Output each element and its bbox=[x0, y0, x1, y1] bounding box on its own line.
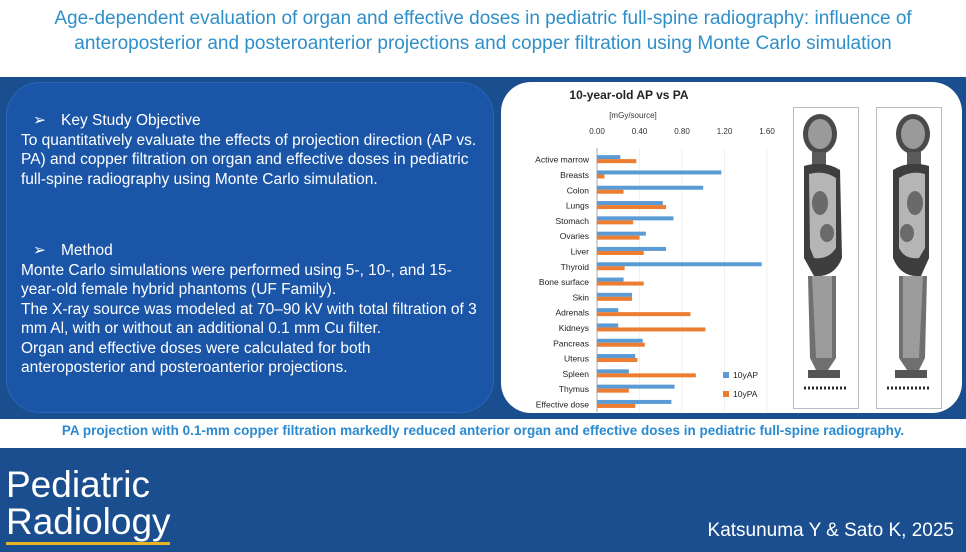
method-heading-row: ➢ Method bbox=[21, 241, 479, 261]
phantom-pa-image bbox=[876, 107, 942, 409]
bar-10yap-liver bbox=[597, 246, 667, 251]
category-label: Kidneys bbox=[559, 323, 589, 333]
x-tick-label: 1.20 bbox=[717, 127, 733, 136]
x-tick-label: 0.80 bbox=[674, 127, 690, 136]
bar-10yap-thyroid bbox=[597, 262, 762, 267]
bar-10ypa-bone-surface bbox=[597, 281, 644, 286]
phantom-ap-image bbox=[793, 107, 859, 409]
category-label: Colon bbox=[567, 185, 589, 195]
main-panel: ➢ Key Study Objective To quantitatively e… bbox=[0, 77, 966, 419]
bar-10ypa-ovaries bbox=[597, 235, 640, 240]
conclusion-text: PA projection with 0.1-mm copper filtrat… bbox=[61, 423, 905, 438]
bar-10yap-active-marrow bbox=[597, 155, 621, 160]
bar-10yap-effective-dose bbox=[597, 399, 672, 404]
bar-10ypa-kidneys bbox=[597, 327, 706, 332]
objective-heading-row: ➢ Key Study Objective bbox=[21, 111, 479, 131]
category-label: Ovaries bbox=[560, 231, 589, 241]
author-citation: Katsunuma Y & Sato K, 2025 bbox=[707, 520, 954, 541]
bar-10ypa-breasts bbox=[597, 174, 605, 179]
bar-10ypa-colon bbox=[597, 189, 624, 194]
chart-title: 10-year-old AP vs PA bbox=[569, 88, 688, 102]
category-label: Stomach bbox=[555, 216, 589, 226]
bar-10yap-breasts bbox=[597, 170, 722, 175]
objective-heading: Key Study Objective bbox=[61, 112, 201, 129]
category-label: Adrenals bbox=[555, 308, 589, 318]
bar-10yap-lungs bbox=[597, 201, 663, 206]
title-line-2: anteroposterior and posteroanterior proj… bbox=[74, 33, 892, 54]
objective-text: To quantitatively evaluate the effects o… bbox=[21, 131, 477, 188]
journal-name-line-1: Pediatric bbox=[6, 464, 150, 505]
category-label: Lungs bbox=[566, 201, 589, 211]
arrowhead-bullet-icon: ➢ bbox=[33, 112, 46, 129]
method-heading: Method bbox=[61, 242, 113, 259]
bar-10yap-kidneys bbox=[597, 323, 619, 328]
bar-10ypa-liver bbox=[597, 250, 644, 255]
bar-10ypa-active-marrow bbox=[597, 159, 637, 164]
study-summary-box: ➢ Key Study Objective To quantitatively e… bbox=[6, 82, 494, 413]
bar-10ypa-thyroid bbox=[597, 266, 625, 271]
bar-10yap-colon bbox=[597, 185, 704, 190]
legend-swatch-10yap bbox=[723, 372, 729, 378]
bar-10ypa-adrenals bbox=[597, 312, 691, 317]
x-tick-label: 0.40 bbox=[632, 127, 648, 136]
x-tick-label: 0.00 bbox=[589, 127, 605, 136]
journal-logo: Pediatric Radiology bbox=[6, 466, 171, 545]
category-label: Pancreas bbox=[553, 338, 589, 348]
category-label: Bone surface bbox=[539, 277, 589, 287]
bar-10ypa-skin bbox=[597, 296, 633, 301]
x-tick-label: 1.60 bbox=[759, 127, 775, 136]
arrowhead-bullet-icon: ➢ bbox=[33, 242, 46, 259]
results-box: 10-year-old AP vs PA [mGy/source] 0.00 0.40… bbox=[501, 82, 962, 413]
bar-10ypa-uterus bbox=[597, 358, 638, 363]
journal-name-line-2: Radiology bbox=[6, 501, 171, 542]
bar-10yap-pancreas bbox=[597, 338, 643, 343]
category-label: Thyroid bbox=[561, 262, 590, 272]
bar-10yap-skin bbox=[597, 292, 633, 297]
bar-10ypa-pancreas bbox=[597, 342, 645, 347]
chart-axis-unit-label: [mGy/source] bbox=[609, 111, 657, 120]
legend-label-10yap: 10yAP bbox=[733, 370, 758, 380]
category-label: Effective dose bbox=[536, 399, 590, 409]
footer-bar: Pediatric Radiology Katsunuma Y & Sato K… bbox=[0, 448, 966, 552]
category-label: Uterus bbox=[564, 354, 589, 364]
bar-10ypa-stomach bbox=[597, 220, 634, 225]
bar-10yap-thymus bbox=[597, 384, 675, 389]
bar-10yap-adrenals bbox=[597, 308, 619, 313]
category-label: Liver bbox=[571, 246, 590, 256]
bar-10yap-ovaries bbox=[597, 231, 646, 236]
bar-10yap-stomach bbox=[597, 216, 674, 221]
title-line-1: Age-dependent evaluation of organ and ef… bbox=[54, 8, 912, 29]
method-line-1: Monte Carlo simulations were performed u… bbox=[21, 261, 452, 299]
legend-swatch-10ypa bbox=[723, 391, 729, 397]
legend-label-10ypa: 10yPA bbox=[733, 389, 758, 399]
category-label: Skin bbox=[572, 292, 589, 302]
category-label: Breasts bbox=[560, 170, 589, 180]
bar-10ypa-spleen bbox=[597, 373, 696, 378]
bar-10yap-spleen bbox=[597, 369, 629, 374]
poster-title: Age-dependent evaluation of organ and ef… bbox=[0, 6, 966, 56]
category-label: Spleen bbox=[563, 369, 590, 379]
journal-logo-underline bbox=[6, 542, 170, 545]
bar-10ypa-thymus bbox=[597, 388, 629, 393]
dose-bar-chart: 10-year-old AP vs PA [mGy/source] 0.00 0.40… bbox=[535, 88, 775, 413]
bar-10ypa-lungs bbox=[597, 205, 667, 210]
method-line-3: Organ and effective doses were calculate… bbox=[21, 339, 371, 377]
category-label: Thymus bbox=[559, 384, 589, 394]
bar-10yap-uterus bbox=[597, 354, 636, 359]
bar-10yap-bone-surface bbox=[597, 277, 624, 282]
category-label: Active marrow bbox=[535, 155, 590, 165]
bar-10ypa-effective-dose bbox=[597, 403, 636, 408]
method-line-2: The X-ray source was modeled at 70–90 kV… bbox=[21, 300, 477, 338]
